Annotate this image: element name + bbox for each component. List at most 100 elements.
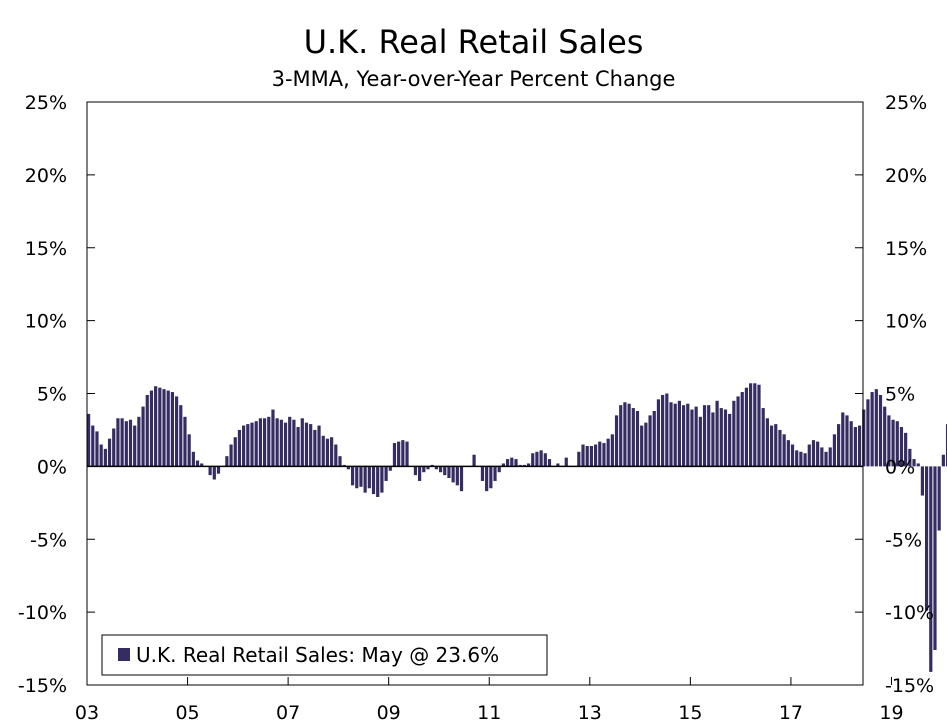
bar [623,402,627,467]
bar [803,453,807,467]
bar [288,416,292,467]
bar [899,427,904,467]
bar [694,406,698,467]
bar [585,445,589,467]
bar [824,451,828,467]
bar [195,460,200,467]
x-tick-label: 19 [879,702,903,724]
bar [455,466,459,486]
bar [602,443,606,467]
bar [107,438,112,467]
bar [744,387,749,467]
bar [711,412,715,467]
bar [753,383,757,467]
bar [614,415,619,467]
bar [510,457,514,467]
bar [279,419,283,467]
bar [644,422,648,467]
bar [447,466,451,479]
bar [686,403,690,467]
x-tick-label: 09 [377,702,401,724]
bar [786,440,790,467]
bar [723,409,728,467]
x-tick-label: 03 [75,702,99,724]
bar [799,451,803,467]
bar [120,418,124,467]
bar [698,416,702,467]
bar [681,405,686,467]
bar [514,459,518,467]
bar [870,392,874,467]
bar [589,445,593,467]
bar [501,463,506,467]
bar [325,438,330,467]
x-tick-label: 17 [779,702,803,724]
y-axis-right: -15% -10% -5% 0% 5% 10% 15% 20% 25% [855,92,934,697]
bar [740,392,744,467]
bar [577,451,581,467]
bar [790,444,795,467]
bar [778,429,782,467]
y-tick-label-right: 0% [885,456,915,478]
bar [334,444,338,467]
bar [598,441,602,467]
bar [174,396,179,467]
bar [547,459,552,467]
bar [837,424,841,467]
y-tick-label-left: 15% [25,238,67,260]
bar [283,422,288,467]
bar [933,466,937,651]
bar [619,405,623,467]
legend: U.K. Real Retail Sales: May @ 23.6% [101,634,548,676]
bar [200,463,204,467]
x-tick-label: 15 [678,702,702,724]
bar [162,389,166,467]
bar [422,466,426,473]
bar [212,466,216,480]
bar [392,443,397,467]
x-tick-label: 07 [276,702,300,724]
bar [99,444,103,467]
x-tick-label: 11 [477,702,501,724]
y-tick-label-left: 25% [25,92,67,114]
bar [95,431,99,467]
bar [807,444,811,467]
bar [141,406,145,467]
bar [883,406,887,467]
bar [581,444,585,467]
bar [929,466,933,672]
bar [874,389,878,467]
bar [719,408,723,467]
y-tick-label-left: 20% [25,165,67,187]
bar [317,425,321,467]
bar [242,425,246,467]
bar [820,447,824,467]
bar [380,466,384,493]
bar [158,387,162,467]
bar [350,466,355,486]
bar [853,427,857,467]
bar [656,399,661,467]
y-tick-label-left: 10% [25,311,67,333]
bar [359,466,363,487]
bar [330,437,334,467]
bar [795,450,799,467]
bar [338,456,342,467]
bar [849,421,853,467]
bar [811,440,816,467]
bar [128,419,133,467]
bar [526,463,531,467]
bar [355,466,359,489]
bar [363,466,367,493]
bar [866,399,870,467]
y-tick-label-right: -5% [885,529,922,551]
bar [87,413,91,467]
bar [774,424,778,467]
bar [313,429,317,467]
bar [384,466,388,481]
bar [225,456,229,467]
bar [183,416,187,467]
bar [669,402,673,467]
bar [116,418,120,467]
